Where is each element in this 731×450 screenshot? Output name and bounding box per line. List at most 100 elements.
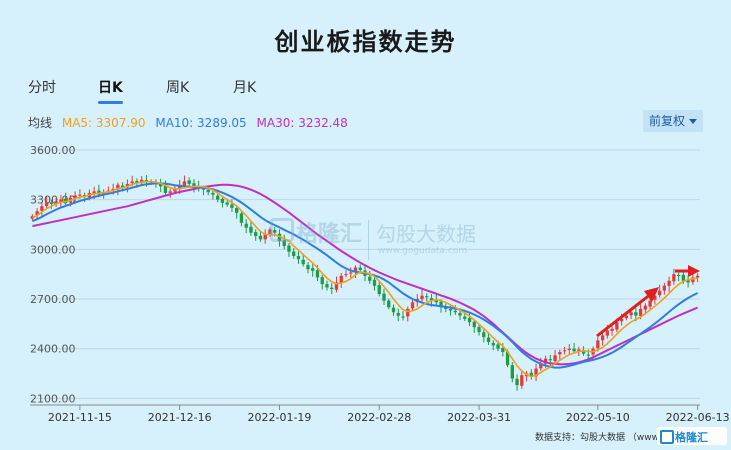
candle-body bbox=[230, 204, 234, 208]
candle-body bbox=[163, 185, 168, 193]
candle-body bbox=[368, 276, 372, 281]
tab-monthly-k[interactable]: 月K bbox=[233, 80, 257, 96]
ma-legend-label: 均线 bbox=[28, 116, 53, 130]
candle-body bbox=[334, 282, 339, 290]
candle-body bbox=[444, 306, 448, 309]
candle-body bbox=[596, 340, 600, 349]
candle-body bbox=[44, 202, 49, 207]
candle-body bbox=[296, 256, 301, 260]
candle-body bbox=[429, 298, 434, 301]
candle-body bbox=[192, 183, 196, 187]
tab-intraday[interactable]: 分时 bbox=[28, 80, 56, 96]
ma30-line bbox=[32, 183, 698, 366]
candle-body bbox=[187, 180, 191, 184]
candle-body bbox=[539, 363, 543, 369]
candle-body bbox=[686, 280, 690, 283]
logo-icon bbox=[660, 430, 674, 444]
x-tick-label: 2022-05-10 bbox=[566, 411, 630, 424]
candle-body bbox=[315, 270, 320, 278]
price-adjust-dropdown[interactable]: 前复权 bbox=[643, 110, 703, 132]
candle-body bbox=[377, 285, 381, 295]
data-source-note: 数据支持：勾股大数据 （www.g bbox=[535, 433, 667, 443]
candle-body bbox=[306, 265, 310, 270]
candle-body bbox=[282, 240, 286, 246]
candle-body bbox=[691, 277, 695, 283]
candle-body bbox=[667, 280, 671, 286]
candle-body bbox=[220, 198, 225, 203]
active-tab-underline bbox=[98, 101, 123, 104]
candle-body bbox=[339, 275, 343, 284]
ma5-legend: MA5: 3307.90 bbox=[61, 116, 146, 130]
y-tick-label: 2100.00 bbox=[30, 392, 76, 405]
candle-body bbox=[586, 354, 590, 356]
ma-legend: 均线 MA5: 3307.90 MA10: 3289.05 MA30: 3232… bbox=[28, 114, 354, 131]
candle-body bbox=[477, 326, 481, 333]
candle-body bbox=[463, 316, 467, 319]
sideways-arrow-head bbox=[688, 265, 700, 277]
candle-body bbox=[125, 183, 130, 188]
chart-title: 创业板指数走势 bbox=[274, 28, 457, 56]
candle-body bbox=[396, 312, 400, 316]
x-tick-label: 2022-03-31 bbox=[447, 411, 511, 424]
annotations bbox=[596, 265, 700, 338]
candle-body bbox=[211, 192, 215, 195]
candle-body bbox=[529, 372, 533, 377]
candle-body bbox=[59, 199, 63, 203]
candle-body bbox=[572, 348, 576, 352]
candle-body bbox=[54, 201, 58, 205]
candle-body bbox=[619, 318, 624, 322]
x-tick-label: 2021-11-15 bbox=[48, 411, 112, 424]
candle-body bbox=[206, 190, 210, 193]
candle-body bbox=[458, 312, 462, 316]
candle-body bbox=[629, 312, 633, 316]
candle-body bbox=[273, 230, 277, 233]
grid-lines bbox=[30, 149, 700, 399]
tab-weekly-k[interactable]: 周K bbox=[166, 80, 190, 96]
x-axis: 2021-11-15 2021-12-16 2022-01-19 2022-02-28… bbox=[30, 404, 730, 424]
candle-body bbox=[648, 300, 652, 307]
candle-body bbox=[201, 188, 206, 190]
y-tick-label: 3600.00 bbox=[30, 144, 76, 157]
candle-body bbox=[120, 185, 125, 189]
moving-average-lines bbox=[32, 180, 699, 378]
ma10-legend: MA10: 3289.05 bbox=[155, 116, 247, 130]
candle-body bbox=[543, 358, 548, 364]
candle-body bbox=[387, 300, 391, 308]
candle-body bbox=[448, 308, 453, 311]
candle-body bbox=[330, 287, 334, 290]
candle-body bbox=[92, 191, 96, 194]
candle-body bbox=[567, 348, 571, 351]
candle-body bbox=[558, 352, 562, 355]
candle-body bbox=[287, 245, 291, 252]
candle-body bbox=[410, 302, 415, 309]
candle-body bbox=[130, 181, 134, 184]
candle-body bbox=[168, 191, 172, 193]
candle-body bbox=[292, 251, 296, 256]
candle-body bbox=[263, 234, 267, 240]
y-tick-label: 3000.00 bbox=[30, 243, 76, 256]
candle-body bbox=[235, 208, 239, 213]
tab-daily-k-label: 日K bbox=[98, 80, 123, 96]
candle-body bbox=[425, 296, 429, 298]
candle-body bbox=[344, 274, 348, 276]
uptrend-arrow-head bbox=[644, 287, 659, 302]
y-tick-label: 2700.00 bbox=[30, 293, 76, 306]
candle-body bbox=[520, 375, 524, 386]
candle-body bbox=[581, 350, 586, 354]
candle-body bbox=[472, 321, 476, 328]
candle-body bbox=[349, 272, 353, 274]
candle-body bbox=[496, 344, 500, 349]
footer-logo: 格隆汇 bbox=[657, 427, 727, 445]
candle-body bbox=[420, 295, 424, 300]
candle-body bbox=[662, 285, 667, 291]
candle-body bbox=[225, 202, 229, 205]
candle-body bbox=[434, 299, 438, 303]
candle-body bbox=[401, 316, 405, 318]
candle-body bbox=[695, 275, 700, 278]
x-tick-label: 2022-01-19 bbox=[247, 411, 311, 424]
candle-body bbox=[510, 365, 514, 379]
candle-body bbox=[135, 181, 139, 184]
tab-daily-k[interactable]: 日K bbox=[98, 77, 123, 104]
candle-body bbox=[548, 359, 552, 361]
